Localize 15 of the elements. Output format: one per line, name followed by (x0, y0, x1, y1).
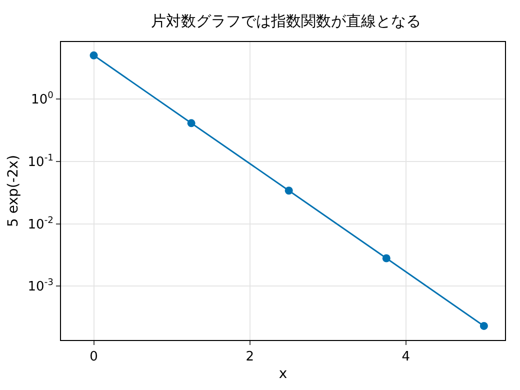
point (284, 186, 293, 195)
point (480, 322, 488, 330)
y-tick-label: 10$^{0}$ (31, 91, 54, 108)
x-axis-title: x (278, 366, 288, 382)
y-axis-title: 5 exp(-2x) (5, 154, 22, 228)
y-tick-label: 10$^{-3}$ (28, 278, 54, 295)
point (187, 119, 196, 128)
y-tick-label: 10$^{-2}$ (28, 216, 54, 232)
x-tick-label: 4 (402, 350, 410, 365)
x-tick-label: 2 (246, 350, 254, 365)
x-tick-label: 0 (90, 350, 98, 365)
point (90, 51, 98, 60)
chart-title: 片対数グラフでは指数関数が直線となる (151, 12, 421, 30)
y-tick-label: 10$^{-1}$ (28, 153, 54, 170)
point (382, 254, 390, 262)
